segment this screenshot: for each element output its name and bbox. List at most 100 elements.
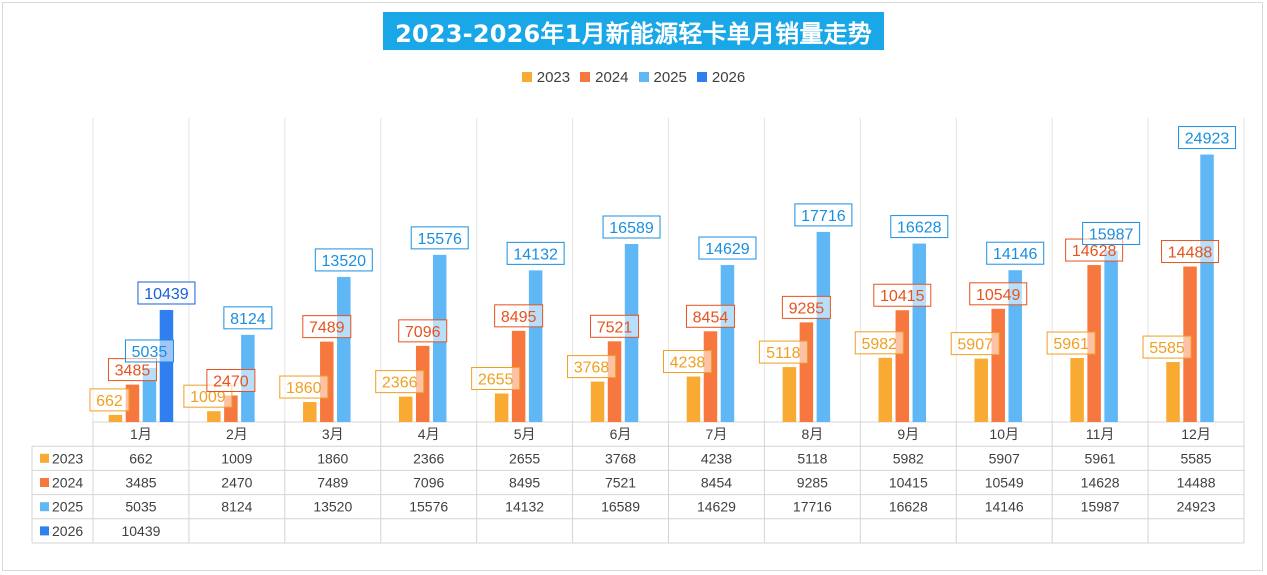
bar-2023-4月 [398, 396, 413, 422]
data-label-text: 14146 [993, 246, 1038, 263]
bar-2025-7月 [720, 265, 735, 422]
legend-item-2023: 2023 [521, 68, 571, 86]
data-label-box [137, 281, 196, 305]
data-label-2024: 2470 [206, 368, 256, 392]
bar-2023-11月 [1070, 358, 1084, 422]
data-label-text: 14629 [705, 241, 750, 258]
table-cell: 7489 [317, 475, 348, 491]
data-label-text: 14132 [513, 246, 558, 263]
category-label: 10月 [989, 426, 1019, 442]
data-label-2025: 14629 [698, 236, 757, 260]
table-cell: 15987 [1081, 499, 1120, 515]
category-label: 9月 [897, 426, 919, 442]
table-legend-swatch-2026 [40, 526, 49, 536]
data-label-text: 3485 [115, 363, 151, 380]
bar-2023-8月 [782, 367, 797, 422]
table-cell: 13520 [313, 499, 352, 515]
category-label: 4月 [418, 426, 440, 442]
table-cell: 7096 [413, 475, 444, 491]
table-cell: 10415 [889, 475, 928, 491]
data-label-2023: 4238 [662, 350, 712, 374]
table-series-label: 2023 [52, 450, 83, 466]
data-label-2023: 5907 [950, 332, 1000, 356]
bar-2025-9月 [912, 243, 927, 422]
bar-2025-1月 [142, 367, 157, 422]
table-cell: 10439 [121, 523, 160, 539]
data-label-2023: 2366 [375, 370, 425, 394]
category-label: 7月 [706, 426, 728, 442]
data-label-text: 4238 [670, 355, 706, 372]
data-label-box [206, 368, 256, 392]
data-label-2025: 16628 [890, 215, 949, 239]
category-label: 8月 [801, 426, 823, 442]
table-cell: 10549 [985, 475, 1024, 491]
data-label-text: 5982 [861, 336, 897, 353]
table-series-label: 2026 [52, 523, 83, 539]
data-label-text: 10415 [880, 288, 925, 305]
data-label-box [314, 248, 373, 272]
data-label-box [685, 304, 735, 328]
table-cell: 5982 [893, 450, 924, 466]
data-label-box [873, 283, 932, 307]
data-label-box [1046, 331, 1096, 355]
table-cell: 16628 [889, 499, 928, 515]
data-label-2025: 13520 [314, 248, 373, 272]
bar-2025-5月 [528, 270, 543, 422]
data-label-text: 16628 [897, 220, 942, 237]
category-label: 2月 [226, 426, 248, 442]
data-label-box [662, 350, 712, 374]
bar-2025-10月 [1008, 270, 1022, 422]
data-label-text: 3768 [574, 360, 610, 377]
bar-2023-1月 [108, 414, 123, 422]
table-cell: 8454 [701, 475, 732, 491]
data-label-2023: 662 [89, 388, 130, 412]
bar-2024-8月 [799, 322, 814, 422]
data-label-2024: 8454 [685, 304, 735, 328]
data-label-2023: 1860 [279, 375, 329, 399]
table-series-label: 2025 [52, 499, 83, 515]
data-label-box [1161, 240, 1220, 264]
table-cell: 8495 [509, 475, 540, 491]
data-label-box [794, 203, 853, 227]
table-cell: 3768 [605, 450, 636, 466]
data-label-2023: 3768 [567, 355, 617, 379]
data-label-box [890, 215, 949, 239]
table-cell: 5907 [989, 450, 1020, 466]
data-label-box [781, 295, 831, 319]
legend-label-2023: 2023 [536, 68, 571, 86]
table-cell: 9285 [797, 475, 828, 491]
data-label-text: 10549 [976, 287, 1021, 304]
bar-2024-10月 [991, 308, 1005, 422]
data-label-box [969, 282, 1028, 306]
data-label-2024: 7489 [302, 315, 352, 339]
data-label-2025: 15987 [1082, 221, 1141, 245]
data-label-box [1142, 335, 1192, 359]
data-label-2024: 7521 [590, 314, 640, 338]
legend-swatch-2026 [696, 72, 707, 82]
legend-label-2026: 2026 [711, 68, 746, 86]
data-label-box [302, 315, 352, 339]
data-label-text: 7521 [597, 319, 633, 336]
data-label-text: 2470 [213, 373, 249, 390]
legend: 2023 2024 2025 2026 [0, 66, 1267, 88]
table-cell: 662 [129, 450, 153, 466]
data-label-text: 5118 [766, 345, 801, 362]
table-cell: 7521 [605, 475, 636, 491]
data-label-text: 7096 [405, 324, 441, 341]
data-label-text: 5907 [957, 337, 993, 354]
data-label-text: 5961 [1053, 336, 1089, 353]
data-label-2025: 15576 [410, 226, 469, 250]
category-label: 12月 [1181, 426, 1211, 442]
data-label-box [410, 226, 469, 250]
data-label-text: 10439 [144, 286, 189, 303]
data-label-2024: 8495 [494, 304, 544, 328]
bar-2023-5月 [494, 393, 509, 422]
data-label-text: 16589 [609, 220, 654, 237]
data-label-text: 8454 [693, 309, 729, 326]
table-cell: 17716 [793, 499, 832, 515]
category-label: 1月 [130, 426, 152, 442]
bar-2024-9月 [895, 310, 910, 422]
table-cell: 4238 [701, 450, 732, 466]
table-cell: 15576 [409, 499, 448, 515]
data-label-box [494, 304, 544, 328]
